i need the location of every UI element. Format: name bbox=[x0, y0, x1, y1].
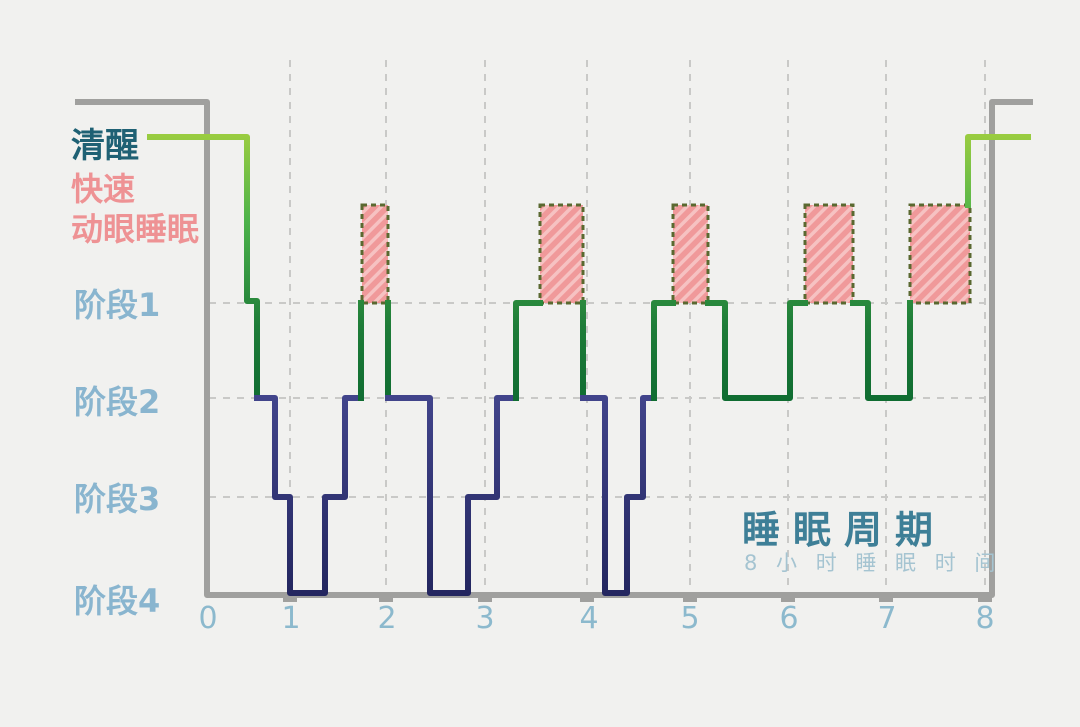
x-tick-label-8: 8 bbox=[975, 601, 995, 636]
label-stage4: 阶段4 bbox=[74, 582, 161, 620]
label-stage2: 阶段2 bbox=[74, 383, 161, 421]
x-tick-label-5: 5 bbox=[680, 601, 700, 636]
x-tick-label-6: 6 bbox=[779, 601, 799, 636]
axis-tick bbox=[580, 596, 594, 602]
x-tick-label-7: 7 bbox=[877, 601, 897, 636]
label-rem-line1: 快速 bbox=[71, 170, 136, 208]
chart-subtitle: 8 小 时 睡 眠 时 间 bbox=[744, 551, 1002, 575]
sleep-line-segment bbox=[580, 395, 657, 596]
axis-tick bbox=[683, 596, 697, 602]
label-awake: 清醒 bbox=[71, 126, 139, 166]
axis-tick bbox=[879, 596, 893, 602]
label-rem-sleep: 快速 动眼睡眠 bbox=[71, 169, 199, 249]
sleep-line-segment bbox=[385, 395, 519, 596]
x-tick-label-1: 1 bbox=[281, 601, 301, 636]
rem-sleep-block bbox=[908, 203, 972, 305]
label-stage1: 阶段1 bbox=[74, 286, 161, 324]
rem-sleep-block bbox=[360, 203, 390, 305]
sleep-line-segment bbox=[850, 300, 913, 401]
x-tick-label-2: 2 bbox=[377, 601, 397, 636]
rem-sleep-block bbox=[538, 203, 585, 305]
axis-tick bbox=[283, 596, 297, 602]
sleep-line-segment bbox=[254, 395, 364, 596]
rem-sleep-block bbox=[803, 203, 855, 305]
axis-tick bbox=[781, 596, 795, 602]
sleep-line-segment bbox=[965, 134, 1031, 208]
x-tick-label-0: 0 bbox=[198, 601, 218, 636]
label-stage3: 阶段3 bbox=[74, 480, 161, 518]
sleep-line-segment bbox=[651, 300, 676, 401]
x-tick-label-3: 3 bbox=[475, 601, 495, 636]
sleep-line-segment bbox=[513, 300, 543, 401]
axis-tick bbox=[978, 596, 992, 602]
chart-frame bbox=[75, 99, 1033, 598]
axis-tick bbox=[478, 596, 492, 602]
label-rem-line2: 动眼睡眠 bbox=[71, 210, 200, 248]
sleep-line-segment bbox=[147, 134, 260, 401]
chart-title: 睡眠周期 bbox=[742, 508, 947, 552]
sleep-line-segment bbox=[705, 300, 808, 401]
x-tick-label-4: 4 bbox=[579, 601, 599, 636]
axis-tick bbox=[379, 596, 393, 602]
rem-sleep-block bbox=[671, 203, 710, 305]
